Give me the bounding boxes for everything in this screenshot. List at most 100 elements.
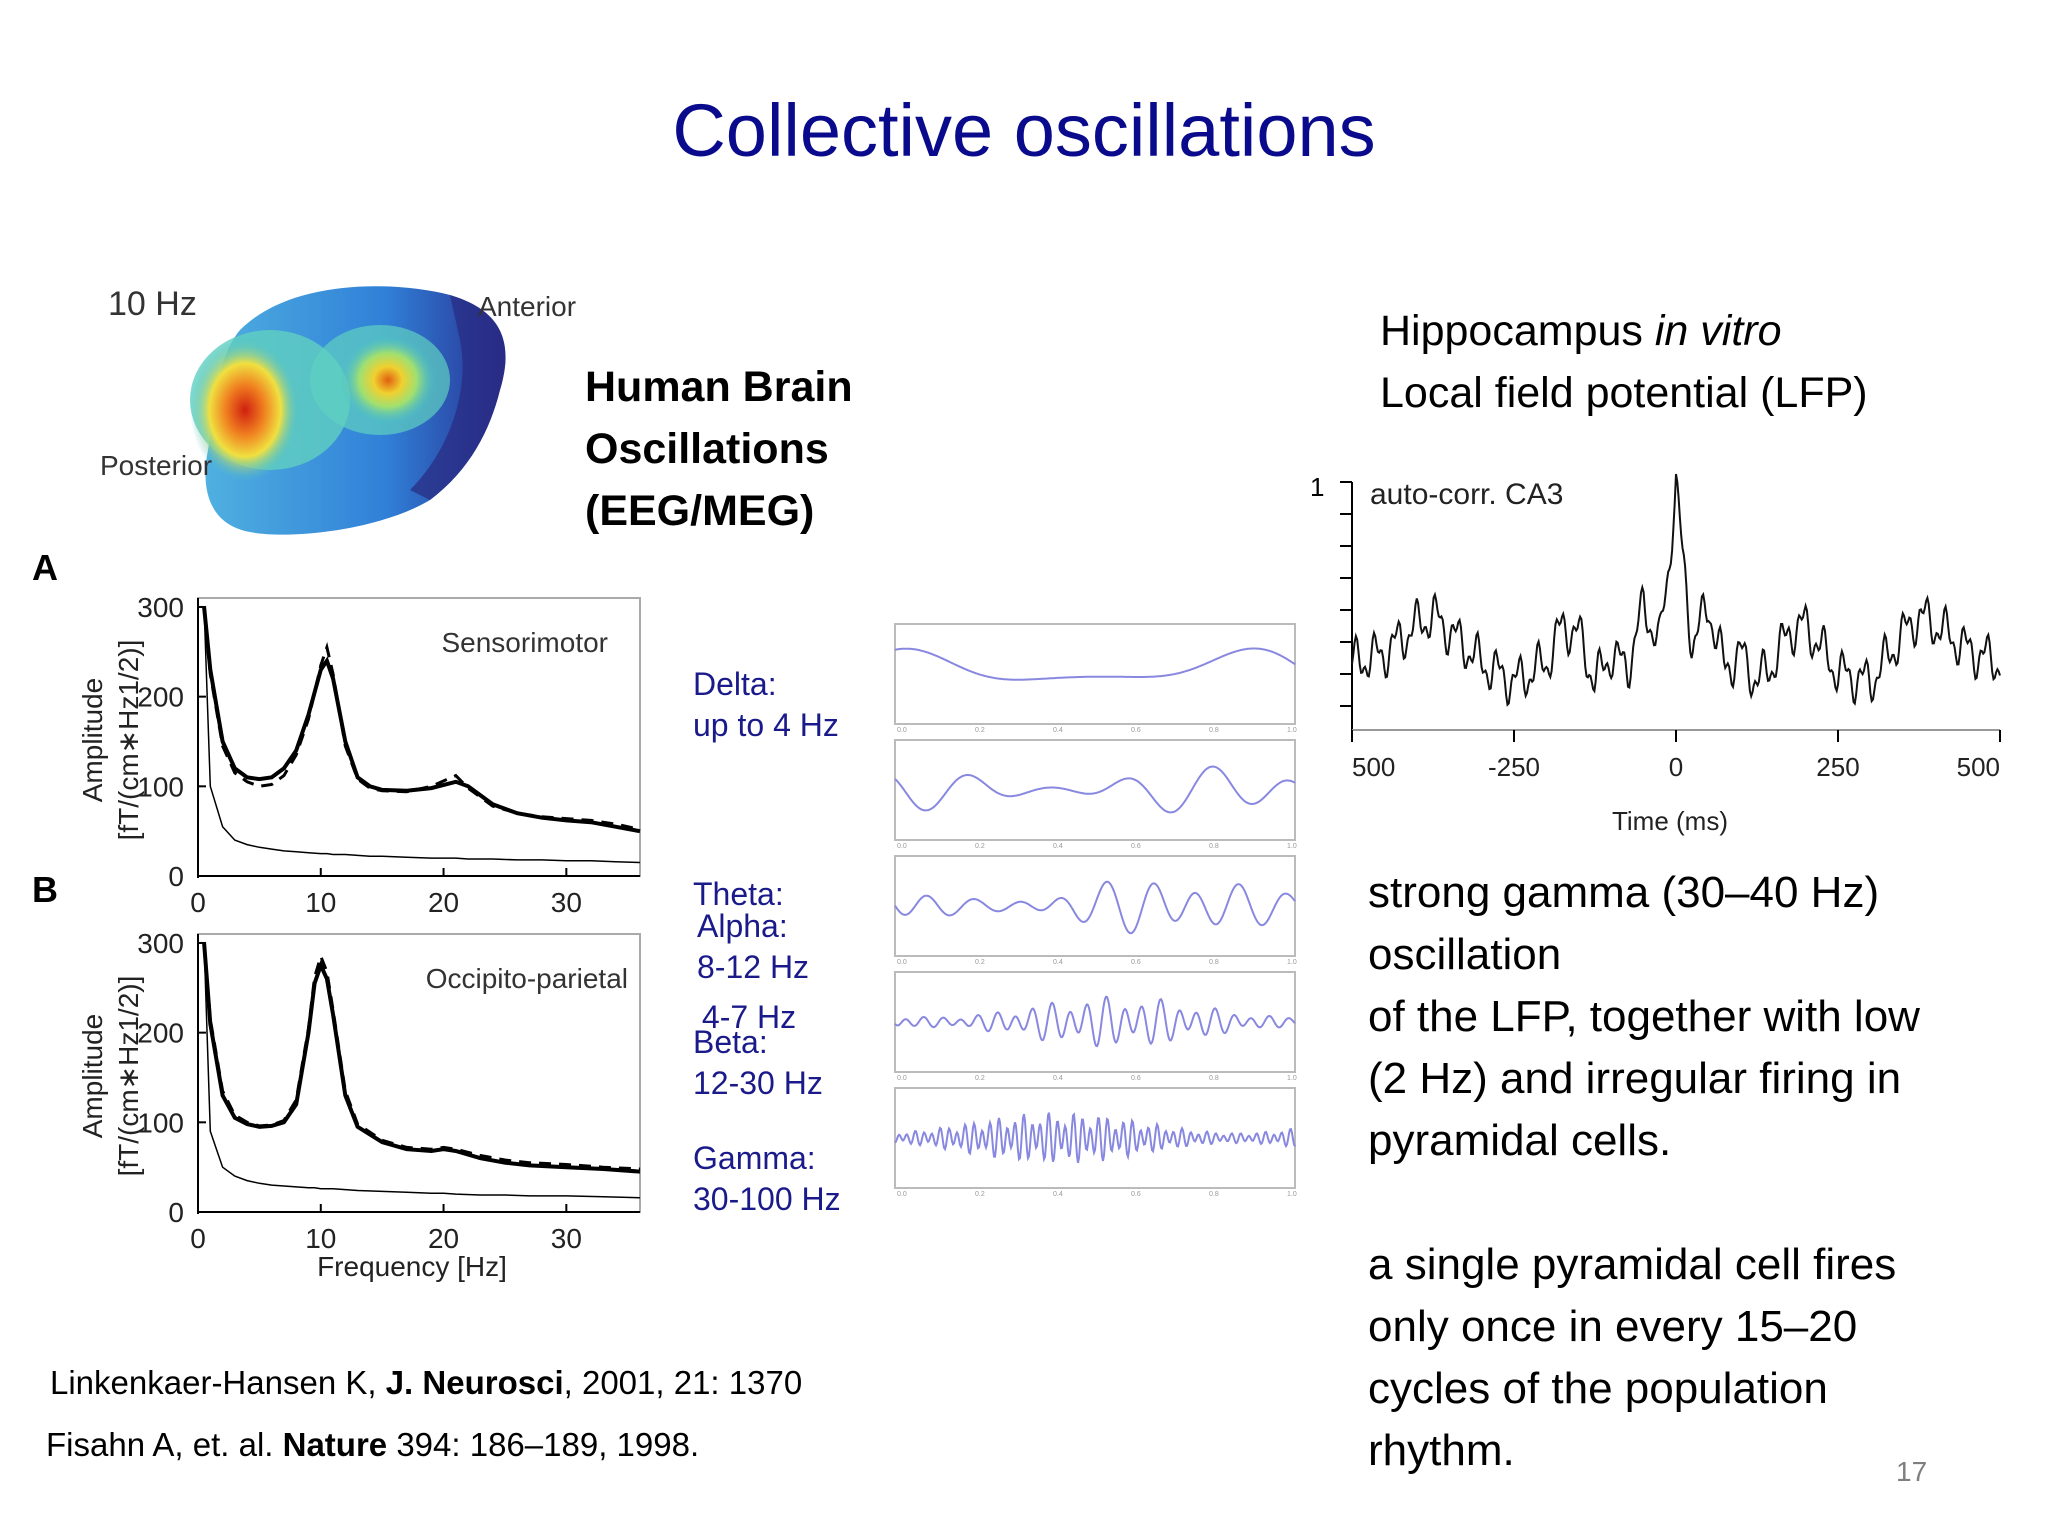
band-wave-tick: 0.0 [897,1075,907,1082]
citation-2: Fisahn A, et. al. Nature 394: 186–189, 1… [46,1414,802,1476]
lfp-line: of the LFP, together with low [1368,992,1920,1041]
posterior-label: Posterior [100,450,212,481]
band-wave-tick: 0.4 [1053,727,1063,734]
citation-authors: Fisahn A, et. al. [46,1426,283,1463]
brain-topography-map: 10 Hz Anterior Posterior [100,285,576,535]
citation-1: Linkenkaer-Hansen K, J. Neurosci, 2001, … [46,1352,802,1414]
panel-b-ylabel-line2: [fT/(cm∗Hz1/2)] [113,976,144,1177]
lfp-line: rhythm. [1368,1426,1515,1475]
band-wave-frame [894,1087,1296,1189]
lfp-line: cycles of the population [1368,1364,1828,1413]
band-range: 30-100 Hz [693,1181,841,1217]
band-wave-tick: 0.4 [1053,1075,1063,1082]
citation-authors: Linkenkaer-Hansen K, [50,1364,386,1401]
lfp-line: oscillation [1368,930,1562,979]
band-name: Delta: [693,666,777,702]
spectrum-series-0 [202,942,641,1174]
hippocampus-italic: in vitro [1654,307,1782,355]
panel-b-region: Occipito-parietal [426,963,628,994]
xtick-label: 30 [551,887,582,918]
panel-a-region: Sensorimotor [441,627,608,658]
band-name: Gamma: [693,1140,816,1176]
citations: Linkenkaer-Hansen K, J. Neurosci, 2001, … [46,1352,802,1476]
band-wave-tick: 0.6 [1131,1075,1141,1082]
band-wave-trace [894,765,1296,814]
panel-b-ylabel-line1: Amplitude [77,1014,108,1139]
ytick-label: 200 [137,682,184,713]
lfp-description: strong gamma (30–40 Hz) oscillation of t… [1368,862,1920,1482]
band-wave-tick: 1.0 [1287,843,1297,850]
band-wave-tick: 0.8 [1209,727,1219,734]
band-wave-tick: 0.4 [1053,1191,1063,1198]
band-label-beta: Beta: 12-30 Hz [693,1022,823,1104]
band-name: Alpha: [697,908,788,944]
autocorr-trace [1351,473,2001,707]
lfp-line: a single pyramidal cell fires [1368,1240,1897,1289]
eeg-heading-line: Oscillations [585,425,829,473]
autocorr-title: auto-corr. CA3 [1370,478,1563,511]
autocorr-xtick-label: 250 [1816,752,1859,782]
xtick-label: 20 [428,1223,459,1254]
ytick-label: 300 [137,928,184,959]
citation-details: 394: 186–189, 1998. [387,1426,700,1463]
band-wave-tick: 0.2 [975,1191,985,1198]
band-wave-tick: 1.0 [1287,727,1297,734]
band-wave-tick: 0.6 [1131,727,1141,734]
band-wave-tick: 0.2 [975,959,985,966]
posterior-hotspot [190,338,300,482]
band-range: up to 4 Hz [693,707,839,743]
lfp-line: (2 Hz) and irregular firing in [1368,1054,1902,1103]
citation-journal: Nature [282,1426,388,1463]
band-wave-frame [894,623,1296,725]
autocorr-xtick-label: 500 [1352,752,1395,782]
page-number: 17 [1896,1456,1928,1487]
band-range: 12-30 Hz [693,1065,823,1101]
ytick-label: 0 [168,861,184,892]
ytick-label: 100 [137,771,184,802]
band-wave-tick: 0.0 [897,727,907,734]
band-wave-frame [894,739,1296,841]
panel-a-letter: A [32,547,58,588]
autocorr-chart: 1 auto-corr. CA3 Time (ms) 500 -250 0 250 50… [1310,472,2001,836]
xtick-label: 30 [551,1223,582,1254]
anterior-label: Anterior [478,291,576,322]
ytick-label: 0 [168,1197,184,1228]
spectrum-series-2 [203,606,641,864]
band-wave-tick: 0.4 [1053,959,1063,966]
panel-b-xlabel: Frequency [Hz] [317,1251,507,1282]
xtick-label: 20 [428,887,459,918]
panel-a-ylabel-line1: Amplitude [77,678,108,803]
lfp-line: strong gamma (30–40 Hz) [1368,868,1880,917]
slide-title: Collective oscillations [672,89,1376,172]
band-wave-tick: 0.8 [1209,1191,1219,1198]
band-wave-trace [894,880,1296,935]
band-wave-tick: 0.8 [1209,1075,1219,1082]
eeg-heading-line: (EEG/MEG) [585,487,815,535]
band-wave-tick: 1.0 [1287,1191,1297,1198]
anterior-hotspot [340,335,436,425]
lfp-line [1368,1172,1920,1234]
band-wave-trace [894,1112,1296,1164]
eeg-heading-line: Human Brain [585,363,853,411]
ytick-label: 100 [137,1107,184,1138]
autocorr-xtick-label: 0 [1669,752,1683,782]
hippocampus-prefix: Hippocampus [1380,307,1655,355]
ytick-label: 300 [137,592,184,623]
eeg-heading: Human Brain Oscillations (EEG/MEG) [585,356,853,542]
band-waveforms: 0.0 0.2 0.4 0.6 0.8 1.0 0.0 0.2 0.4 0.6 0.8 1.0 0.0 0… [894,623,1297,1198]
brain-frequency-label: 10 Hz [108,285,197,323]
band-label-theta: Theta: 4-7 Hz [693,792,796,1079]
band-wave-tick: 0.8 [1209,959,1219,966]
band-wave-tick: 0.6 [1131,959,1141,966]
band-wave-tick: 0.2 [975,1075,985,1082]
hippocampus-line2: Local field potential (LFP) [1380,369,1868,417]
band-wave-tick: 0.0 [897,843,907,850]
xtick-label: 10 [305,887,336,918]
autocorr-xtick-label: -250 [1488,752,1540,782]
citation-journal: J. Neurosci [385,1364,564,1401]
spectra-figure: A Sensorimotor 300 200 100 0 0 10 20 30 Amplit… [32,547,641,1282]
band-range: 4-7 Hz [693,999,797,1035]
autocorr-xtick-label: 500 [1957,752,2000,782]
lfp-line: pyramidal cells. [1368,1116,1672,1165]
band-wave-tick: 0.6 [1131,843,1141,850]
